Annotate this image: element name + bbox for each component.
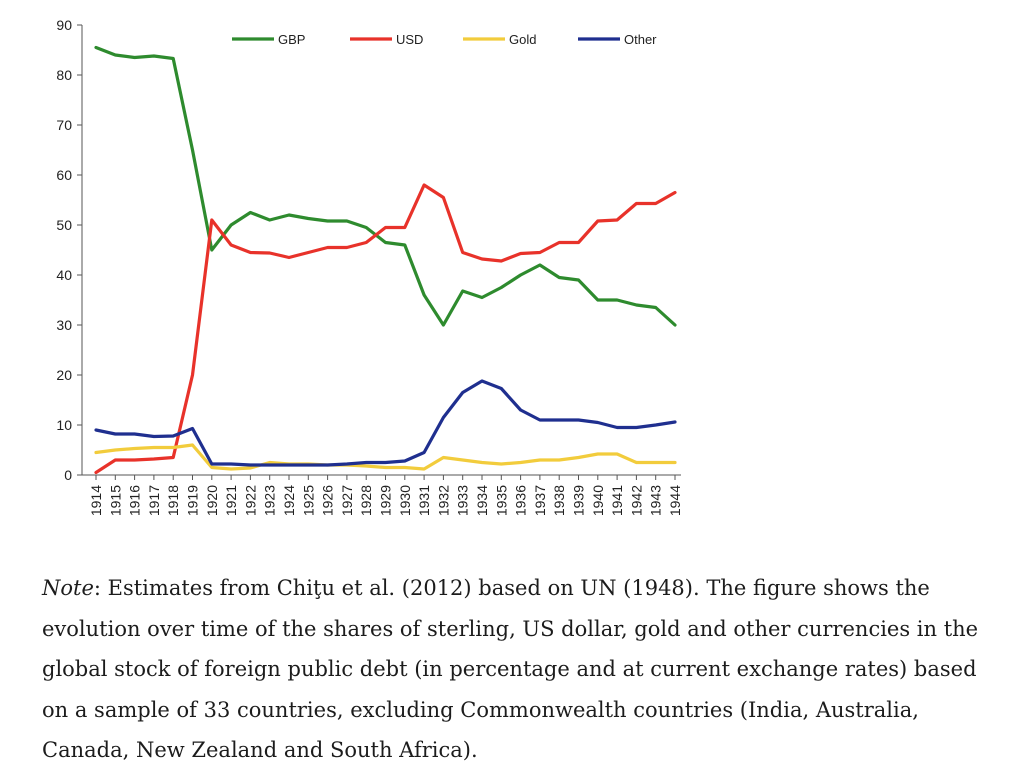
series-line-other [94, 379, 677, 467]
x-tick-label: 1938 [551, 485, 567, 516]
legend-label-gbp: GBP [278, 32, 305, 47]
x-tick-label: 1916 [127, 485, 143, 516]
x-tick-label: 1939 [571, 485, 587, 516]
note-label: Note [42, 576, 94, 600]
x-tick-label: 1935 [493, 485, 509, 516]
x-tick-label: 1918 [165, 485, 181, 516]
x-tick-label: 1917 [146, 485, 162, 516]
x-tick-label: 1943 [648, 485, 664, 516]
y-tick-label: 90 [56, 17, 72, 33]
x-tick-label: 1944 [667, 485, 683, 516]
legend: GBP USD Gold Other [232, 32, 657, 47]
x-tick-label: 1934 [474, 485, 490, 516]
x-tick-label: 1930 [397, 485, 413, 516]
y-tick-label: 0 [64, 467, 72, 483]
x-tick-label: 1924 [281, 485, 297, 516]
legend-label-gold: Gold [509, 32, 536, 47]
x-tick-label: 1937 [532, 485, 548, 516]
x-tick-label: 1926 [320, 485, 336, 516]
x-tick-label: 1923 [262, 485, 278, 516]
x-tick-label: 1941 [609, 485, 625, 516]
x-tick-label: 1914 [88, 485, 104, 516]
x-tick-label: 1921 [223, 485, 239, 516]
line-chart: 0 10 20 30 40 50 60 70 80 90 1914 1915 1916 1917 1918… [56, 17, 683, 516]
x-tick-label: 1920 [204, 485, 220, 516]
x-tick-label: 1928 [358, 485, 374, 516]
y-tick-label: 40 [56, 267, 72, 283]
x-tick-label: 1942 [628, 485, 644, 516]
series-line-usd [94, 183, 677, 475]
x-tick-label: 1925 [300, 485, 316, 516]
y-tick-label: 30 [56, 317, 72, 333]
x-axis: 1914 1915 1916 1917 1918 1919 1920 1921 1922 1923… [82, 474, 683, 516]
x-tick-label: 1929 [378, 485, 394, 516]
x-tick-label: 1932 [435, 485, 451, 516]
y-tick-label: 50 [56, 217, 72, 233]
x-tick-label: 1933 [455, 485, 471, 516]
y-tick-label: 20 [56, 367, 72, 383]
x-tick-label: 1927 [339, 485, 355, 516]
legend-label-usd: USD [396, 32, 423, 47]
series-line-gold [94, 443, 677, 471]
x-tick-label: 1919 [185, 485, 201, 516]
figure-note: Note: Estimates from Chiţu et al. (2012)… [42, 568, 1002, 771]
note-text: : Estimates from Chiţu et al. (2012) bas… [42, 576, 979, 762]
x-tick-label: 1922 [242, 485, 258, 516]
x-tick-label: 1931 [416, 485, 432, 516]
x-tick-label: 1936 [513, 485, 529, 516]
series-lines [94, 45, 677, 475]
x-tick-label: 1940 [590, 485, 606, 516]
legend-label-other: Other [624, 32, 657, 47]
y-tick-label: 60 [56, 167, 72, 183]
y-tick-label: 70 [56, 117, 72, 133]
x-tick-label: 1915 [107, 485, 123, 516]
y-axis: 0 10 20 30 40 50 60 70 80 90 [56, 17, 83, 483]
y-tick-label: 80 [56, 67, 72, 83]
y-tick-label: 10 [56, 417, 72, 433]
series-line-gbp [94, 45, 677, 327]
